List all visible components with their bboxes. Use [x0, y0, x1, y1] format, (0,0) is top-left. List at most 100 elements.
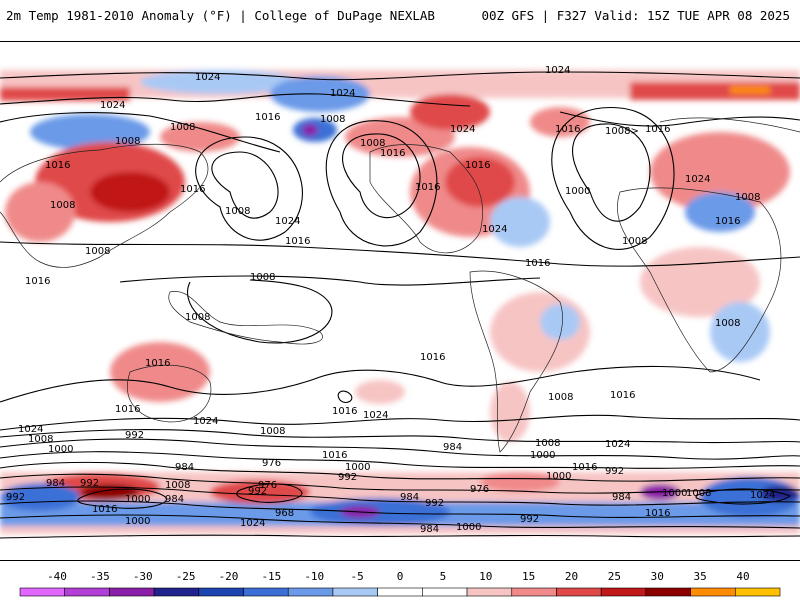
colorbar-tick-label: 0 — [396, 570, 404, 583]
isobar-label: 1008 — [170, 122, 195, 133]
isobar-label: 1016 — [465, 160, 490, 171]
isobar-label: 976 — [470, 484, 489, 495]
coastlines — [0, 117, 800, 453]
isobar-label: 1024 — [330, 88, 355, 99]
isobar-label: 1024 — [685, 174, 710, 185]
isobar-label: 1016 — [645, 124, 670, 135]
isobar-label: 1008 — [686, 488, 711, 499]
colorbar-tick-label: 35 — [693, 570, 707, 583]
isobar-label: 984 — [165, 494, 184, 505]
colorbar-tick-label: -5 — [350, 570, 364, 583]
isobar-label: 984 — [612, 492, 631, 503]
isobar-label: 992 — [125, 430, 144, 441]
colorbar-swatch — [690, 587, 736, 597]
anomaly-map-svg: 1024 1024 1024 1024 1008 1008 1016 1008 … — [0, 65, 800, 539]
isobar-label: 1008 — [250, 272, 275, 283]
isobar-label: 1016 — [92, 504, 117, 515]
colorbar-swatch — [64, 587, 110, 597]
southern-anomaly-fill — [0, 472, 800, 534]
colorbar-legend: -40 -35 -30 -25 -20 -15 -10 -5 0 5 10 15 20 25 30 35 40 — [0, 570, 800, 600]
colorbar-swatch — [287, 587, 334, 597]
isobar-label: 1016 — [555, 124, 580, 135]
isobar-label: 1016 — [715, 216, 740, 227]
colorbar-tick-label: 20 — [564, 570, 579, 583]
isobar-label: 1008 — [185, 312, 210, 323]
colorbar-tick-label: -20 — [218, 570, 239, 583]
colorbar-swatch — [511, 587, 557, 597]
isobar-label: 1024 — [605, 439, 630, 450]
isobar-label: 992 — [80, 478, 99, 489]
isobar-label: 1016 — [420, 352, 445, 363]
isobar-label: 1008 — [115, 136, 140, 147]
isobar-label: 1000 — [662, 488, 687, 499]
colorbar-swatch — [198, 587, 244, 597]
colorbar-swatch — [466, 587, 513, 597]
colorbar-tick-label: -15 — [261, 570, 282, 583]
colorbar-swatch — [332, 587, 378, 597]
isobar-label: 1008 — [225, 206, 250, 217]
map-header: 2m Temp 1981-2010 Anomaly (°F) | College… — [0, 0, 800, 40]
isobar-label: 1000 — [530, 450, 555, 461]
isobar-label: 1016 — [572, 462, 597, 473]
isobar-label: 1016 — [525, 258, 550, 269]
colorbar-swatch — [19, 587, 66, 597]
isobar-label: 1008 — [28, 434, 53, 445]
isobar-label: 1008 — [622, 236, 647, 247]
colorbar-tick-label: 25 — [607, 570, 621, 583]
isobar-label: 1016 — [415, 182, 440, 193]
isobar-label: 1016 — [285, 236, 310, 247]
colorbar-tick-label: -40 — [47, 570, 67, 583]
colorbar-tick-label: -30 — [132, 570, 153, 583]
isobar-label: 1016 — [380, 148, 405, 159]
isobar-label: 1000 — [565, 186, 590, 197]
colorbar-tick-label: 5 — [439, 570, 447, 583]
colorbar-swatch — [377, 587, 423, 597]
isobar-label: 1016 — [25, 276, 50, 287]
isobar-label: 1016 — [45, 160, 70, 171]
isobar-label: 992 — [248, 486, 267, 497]
colorbar-tick-label: 30 — [650, 570, 664, 583]
colorbar-swatch — [645, 587, 691, 597]
isobar-label: 1024 — [193, 416, 218, 427]
isobar-label: 1008 — [735, 192, 760, 203]
model-run-info: 00Z GFS | F327 Valid: 15Z TUE APR 08 202… — [481, 8, 790, 23]
isobar-label: 1016 — [180, 184, 205, 195]
isobar-label: 992 — [425, 498, 444, 509]
isobar-label: 1000 — [345, 462, 370, 473]
colorbar-swatch — [109, 587, 155, 597]
isobar-label: 1024 — [100, 100, 125, 111]
isobar-label: 1016 — [332, 406, 357, 417]
isobar-label: 992 — [6, 492, 25, 503]
isobar-label: 1016 — [610, 390, 635, 401]
temperature-anomaly-fill — [0, 70, 800, 442]
isobar-label: 1024 — [545, 65, 570, 76]
colorbar-tick-label: -35 — [89, 570, 110, 583]
colorbar-tick-label: 40 — [736, 570, 750, 583]
isobar-label: 1008 — [85, 246, 110, 257]
isobar-label: 976 — [262, 458, 281, 469]
isobar-labels: 1024 1024 1024 1024 1008 1008 1016 1008 … — [6, 65, 775, 535]
colorbar-swatch — [243, 587, 289, 597]
isobar-label: 1008 — [715, 318, 740, 329]
colorbar-swatch — [556, 587, 602, 597]
isobar-label: 992 — [338, 472, 357, 483]
isobar-label: 1016 — [255, 112, 280, 123]
isobar-label: 984 — [420, 524, 439, 535]
isobar-label: 1008 — [260, 426, 285, 437]
map-title: 2m Temp 1981-2010 Anomaly (°F) | College… — [6, 8, 435, 23]
isobar-label: 1024 — [482, 224, 507, 235]
colorbar-swatch — [600, 587, 647, 597]
isobar-label: 1000 — [125, 516, 150, 527]
isobar-label: 1016 — [322, 450, 347, 461]
colorbar-swatches — [19, 587, 781, 597]
isobar-label: 992 — [520, 514, 539, 525]
isobar-label: 968 — [275, 508, 294, 519]
isobar-label: 1008 — [320, 114, 345, 125]
isobar-label: 984 — [400, 492, 419, 503]
isobar-label: 976 — [258, 480, 277, 491]
isobar-label: 1008> — [605, 126, 639, 137]
isobar-label: 984 — [443, 442, 462, 453]
isobar-label: 1000 — [456, 522, 481, 533]
colorbar-swatch — [422, 587, 468, 597]
isobar-label: 1008 — [535, 438, 560, 449]
